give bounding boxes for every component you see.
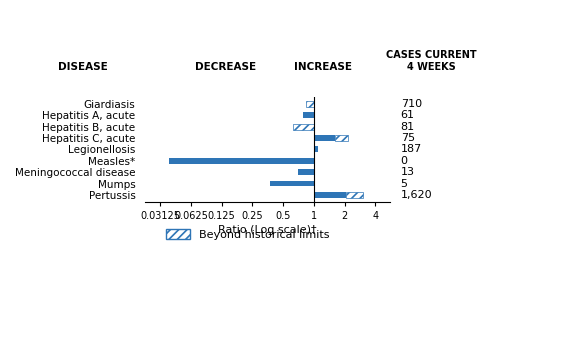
Text: 1,620: 1,620 (401, 190, 432, 200)
Bar (306, 101, 314, 107)
Text: 5: 5 (401, 178, 408, 189)
Bar (270, 181, 314, 187)
Text: 61: 61 (401, 110, 415, 120)
Text: DISEASE: DISEASE (58, 62, 108, 72)
Text: 0: 0 (401, 156, 408, 166)
Text: DECREASE: DECREASE (195, 62, 256, 72)
Bar (346, 192, 363, 198)
Text: 187: 187 (401, 144, 422, 154)
Text: 81: 81 (401, 122, 415, 132)
Text: 75: 75 (401, 133, 415, 143)
Bar (335, 135, 348, 141)
Text: CASES CURRENT
4 WEEKS: CASES CURRENT 4 WEEKS (386, 50, 476, 72)
Text: INCREASE: INCREASE (294, 62, 353, 72)
Bar (314, 192, 346, 198)
Bar (293, 124, 314, 130)
Bar (314, 147, 318, 152)
Bar (303, 112, 314, 118)
Bar (298, 169, 314, 175)
X-axis label: Ratio (Log scale)†: Ratio (Log scale)† (218, 225, 316, 235)
Bar (169, 158, 314, 164)
Bar (314, 135, 335, 141)
Text: 13: 13 (401, 167, 415, 177)
Legend: Beyond historical limits: Beyond historical limits (166, 229, 329, 240)
Text: 710: 710 (401, 99, 422, 109)
